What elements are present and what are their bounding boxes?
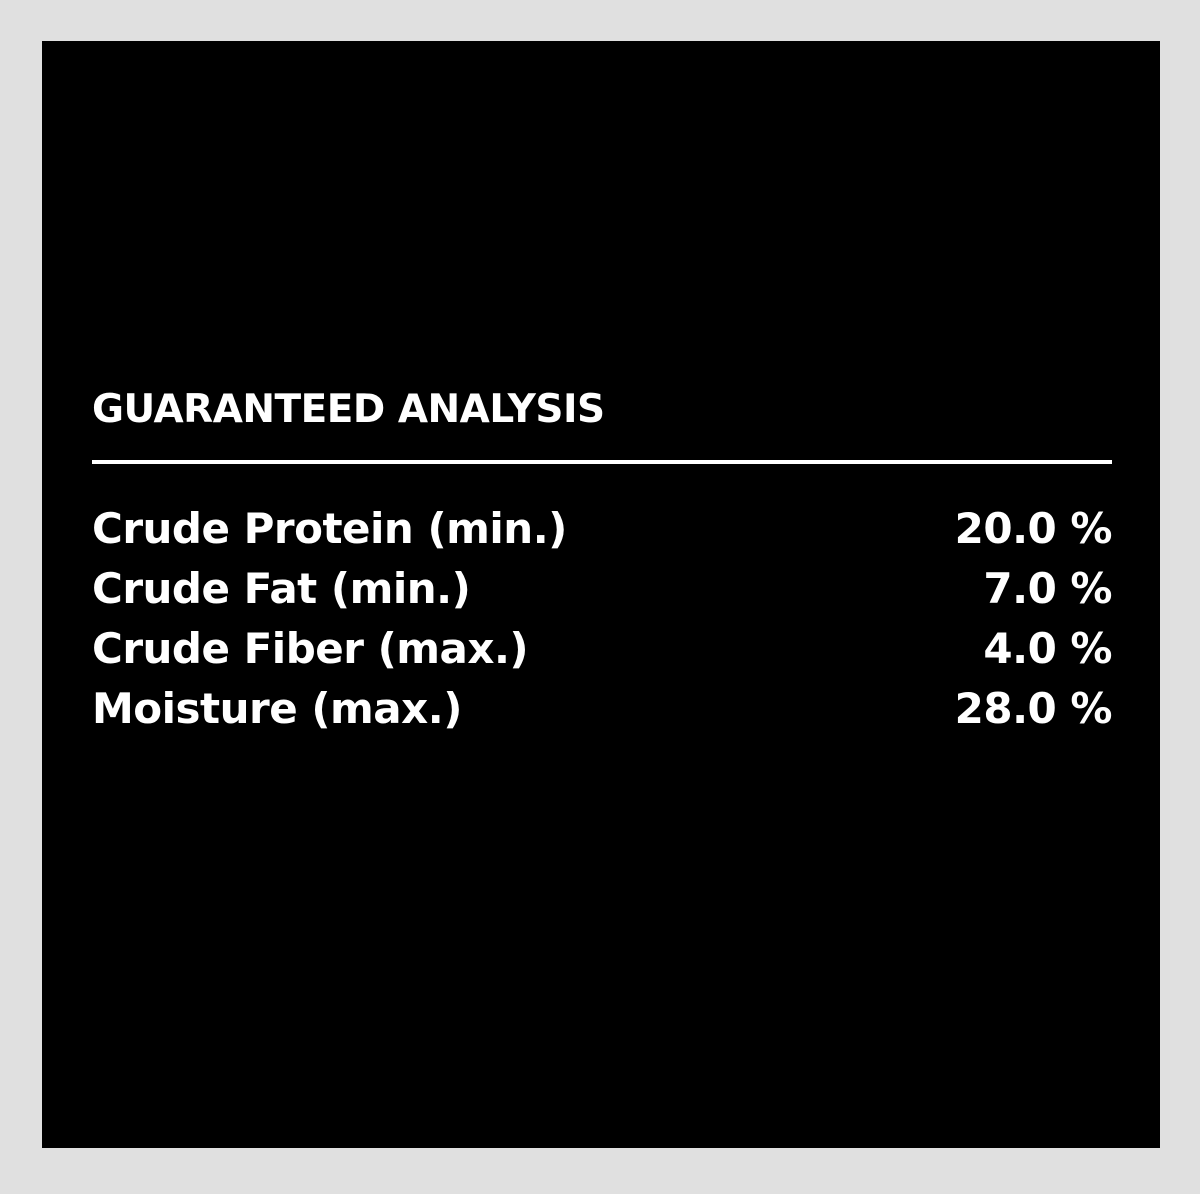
table-row: Crude Protein (min.) 20.0 %: [92, 499, 1113, 559]
panel-title: GUARANTEED ANALYSIS: [92, 387, 605, 432]
row-value: 7.0 %: [983, 564, 1112, 613]
row-label: Crude Fat (min.): [92, 564, 471, 613]
row-value: 28.0 %: [954, 684, 1113, 733]
analysis-panel: GUARANTEED ANALYSIS Crude Protein (min.)…: [42, 41, 1160, 1148]
row-label: Crude Fiber (max.): [92, 624, 529, 673]
row-label: Crude Protein (min.): [92, 504, 567, 553]
row-value: 20.0 %: [954, 504, 1113, 553]
table-row: Moisture (max.) 28.0 %: [92, 679, 1113, 739]
row-label: Moisture (max.): [92, 684, 462, 733]
row-value: 4.0 %: [983, 624, 1112, 673]
divider: [92, 460, 1112, 464]
analysis-table: Crude Protein (min.) 20.0 % Crude Fat (mi…: [92, 499, 1113, 739]
table-row: Crude Fiber (max.) 4.0 %: [92, 619, 1112, 679]
table-row: Crude Fat (min.) 7.0 %: [92, 559, 1112, 619]
